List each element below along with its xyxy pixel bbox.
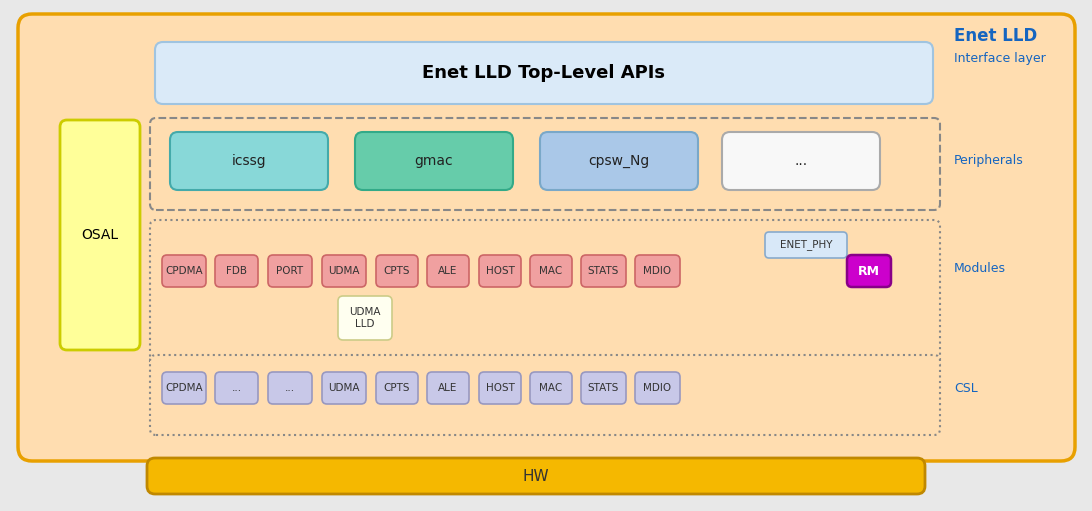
FancyBboxPatch shape (636, 255, 680, 287)
FancyBboxPatch shape (147, 458, 925, 494)
FancyBboxPatch shape (541, 132, 698, 190)
Text: Enet LLD: Enet LLD (954, 27, 1037, 45)
FancyBboxPatch shape (162, 372, 206, 404)
Text: UDMA: UDMA (329, 383, 359, 393)
FancyBboxPatch shape (427, 372, 468, 404)
FancyBboxPatch shape (427, 255, 468, 287)
Text: MAC: MAC (539, 383, 562, 393)
FancyBboxPatch shape (479, 255, 521, 287)
FancyBboxPatch shape (215, 255, 258, 287)
Text: RM: RM (858, 265, 880, 277)
Text: STATS: STATS (587, 266, 619, 276)
Text: UDMA: UDMA (329, 266, 359, 276)
Text: Peripherals: Peripherals (954, 153, 1024, 167)
Text: HOST: HOST (486, 266, 514, 276)
FancyBboxPatch shape (322, 372, 366, 404)
FancyBboxPatch shape (847, 255, 891, 287)
FancyBboxPatch shape (722, 132, 880, 190)
FancyBboxPatch shape (636, 372, 680, 404)
FancyBboxPatch shape (581, 255, 626, 287)
Text: gmac: gmac (415, 154, 453, 168)
Text: ...: ... (795, 154, 808, 168)
FancyBboxPatch shape (581, 372, 626, 404)
Text: ...: ... (285, 383, 295, 393)
Text: CPDMA: CPDMA (165, 383, 203, 393)
Text: cpsw_Ng: cpsw_Ng (589, 154, 650, 168)
FancyBboxPatch shape (339, 296, 392, 340)
FancyBboxPatch shape (155, 42, 933, 104)
FancyBboxPatch shape (150, 118, 940, 210)
Text: HW: HW (523, 469, 549, 483)
FancyBboxPatch shape (376, 255, 418, 287)
FancyBboxPatch shape (355, 132, 513, 190)
Text: OSAL: OSAL (82, 228, 119, 242)
Text: HOST: HOST (486, 383, 514, 393)
FancyBboxPatch shape (60, 120, 140, 350)
FancyBboxPatch shape (479, 372, 521, 404)
FancyBboxPatch shape (162, 255, 206, 287)
Text: ENET_PHY: ENET_PHY (780, 240, 832, 250)
FancyBboxPatch shape (215, 372, 258, 404)
Text: MDIO: MDIO (643, 383, 672, 393)
Text: CSL: CSL (954, 382, 977, 394)
Text: MAC: MAC (539, 266, 562, 276)
FancyBboxPatch shape (530, 255, 572, 287)
Text: ALE: ALE (438, 383, 458, 393)
FancyBboxPatch shape (150, 220, 940, 368)
Text: PORT: PORT (276, 266, 304, 276)
FancyBboxPatch shape (322, 255, 366, 287)
Text: STATS: STATS (587, 383, 619, 393)
FancyBboxPatch shape (268, 372, 312, 404)
Text: CPTS: CPTS (383, 266, 411, 276)
Text: Enet LLD Top-Level APIs: Enet LLD Top-Level APIs (423, 64, 665, 82)
Text: FDB: FDB (226, 266, 247, 276)
FancyBboxPatch shape (170, 132, 328, 190)
Text: ...: ... (232, 383, 241, 393)
Text: UDMA
LLD: UDMA LLD (349, 307, 381, 329)
Text: icssg: icssg (232, 154, 266, 168)
Text: Interface layer: Interface layer (954, 52, 1046, 64)
FancyBboxPatch shape (268, 255, 312, 287)
Text: ALE: ALE (438, 266, 458, 276)
FancyBboxPatch shape (530, 372, 572, 404)
FancyBboxPatch shape (150, 355, 940, 435)
Text: CPDMA: CPDMA (165, 266, 203, 276)
FancyBboxPatch shape (376, 372, 418, 404)
FancyBboxPatch shape (17, 14, 1075, 461)
Text: MDIO: MDIO (643, 266, 672, 276)
FancyBboxPatch shape (765, 232, 847, 258)
Text: CPTS: CPTS (383, 383, 411, 393)
Text: Modules: Modules (954, 262, 1006, 274)
